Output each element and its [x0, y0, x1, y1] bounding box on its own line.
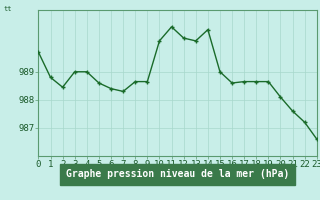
X-axis label: Graphe pression niveau de la mer (hPa): Graphe pression niveau de la mer (hPa): [66, 169, 289, 179]
Text: tt: tt: [3, 6, 12, 12]
